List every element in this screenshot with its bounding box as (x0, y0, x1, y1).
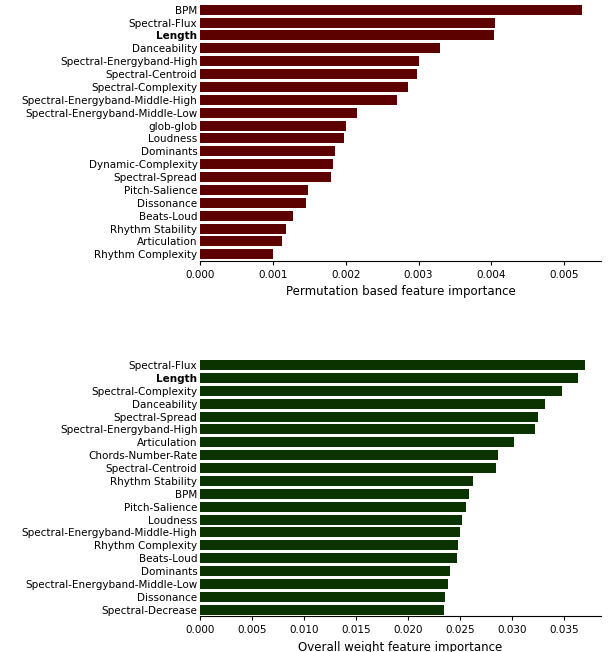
Bar (200, 134, 344, 143)
Bar (200, 553, 457, 563)
Bar (200, 224, 286, 233)
Bar (200, 398, 546, 409)
Bar (200, 18, 495, 27)
Bar (200, 249, 273, 259)
Bar (200, 5, 582, 15)
Bar (200, 159, 333, 170)
Bar (200, 69, 417, 79)
Bar (200, 437, 514, 447)
Bar (200, 198, 306, 208)
Bar (200, 172, 331, 182)
Bar (200, 566, 450, 576)
Bar (200, 476, 472, 486)
Bar (200, 450, 498, 460)
Bar (200, 424, 535, 434)
Bar (200, 514, 462, 525)
Bar (200, 95, 397, 105)
Bar (200, 489, 469, 499)
Bar (200, 579, 448, 589)
X-axis label: Overall weight feature importance: Overall weight feature importance (298, 641, 503, 652)
Bar (200, 360, 585, 370)
Bar (200, 386, 562, 396)
Bar (200, 56, 419, 67)
Bar (200, 592, 445, 602)
X-axis label: Permutation based feature importance: Permutation based feature importance (286, 286, 515, 299)
Bar (200, 501, 466, 512)
Bar (200, 604, 444, 615)
Bar (200, 146, 335, 156)
Bar (200, 373, 578, 383)
Bar (200, 82, 408, 92)
Bar (200, 31, 493, 40)
Bar (200, 185, 308, 195)
Bar (200, 411, 538, 422)
Bar (200, 121, 346, 130)
Bar (200, 541, 458, 550)
Bar (200, 108, 357, 118)
Bar (200, 527, 460, 537)
Bar (200, 211, 293, 221)
Bar (200, 43, 440, 53)
Bar (200, 237, 282, 246)
Bar (200, 463, 495, 473)
